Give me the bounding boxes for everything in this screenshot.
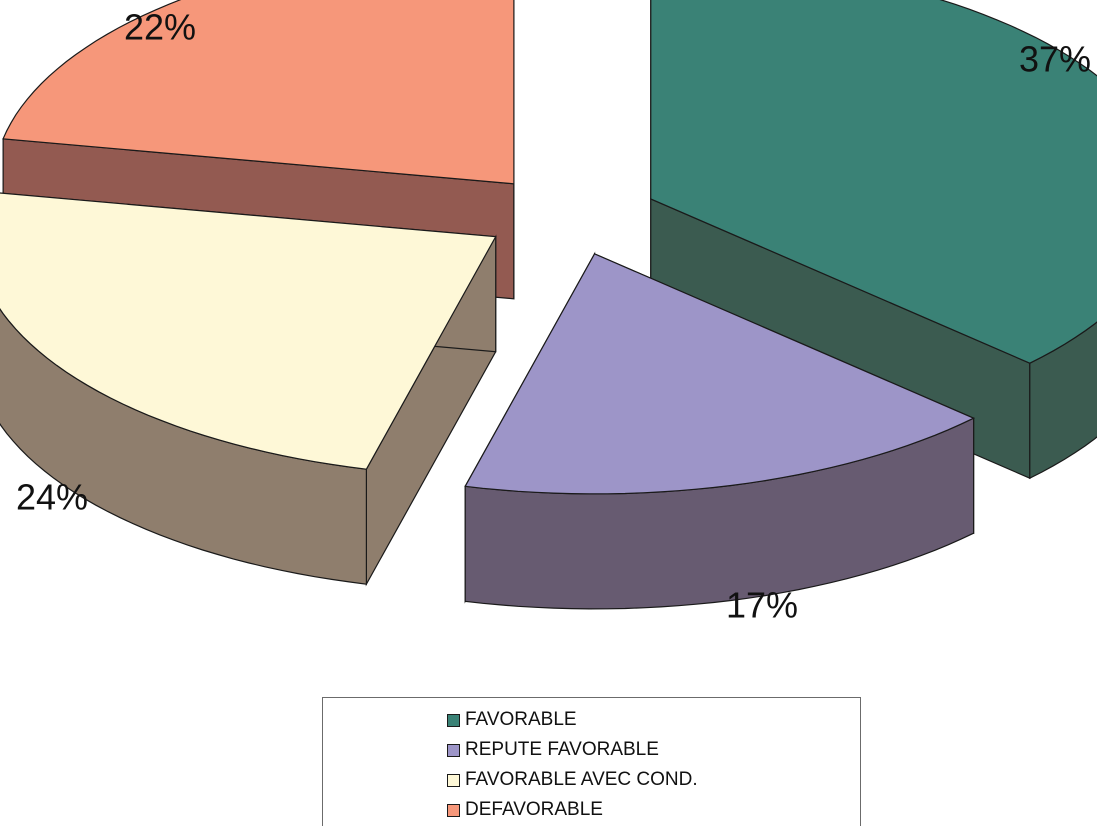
slice-percent-label: 24% xyxy=(16,477,88,518)
slice-percent-label: 37% xyxy=(1019,39,1091,80)
legend-entry-defavorable: DEFAVORABLE xyxy=(447,796,603,824)
legend-swatch xyxy=(447,743,460,757)
pie-slice-favorable xyxy=(650,0,1097,364)
slice-percent-label: 17% xyxy=(726,585,798,626)
pie-slice-repute-favorable xyxy=(464,253,976,495)
legend-entry-favorable: FAVORABLE xyxy=(447,706,577,734)
legend-swatch xyxy=(447,773,460,787)
legend-label: FAVORABLE AVEC COND. xyxy=(465,769,698,790)
chart-legend: FAVORABLE REPUTE FAVORABLE FAVORABLE AVE… xyxy=(322,697,861,826)
pie-slice-side-favorable xyxy=(1029,321,1097,480)
slice-percent-label: 22% xyxy=(124,7,196,48)
legend-entry-repute-favorable: REPUTE FAVORABLE xyxy=(447,736,659,764)
legend-label: DEFAVORABLE xyxy=(465,799,603,820)
legend-label: FAVORABLE xyxy=(465,709,577,730)
legend-label: REPUTE FAVORABLE xyxy=(465,739,659,760)
legend-swatch xyxy=(447,713,460,727)
pie-slice-defavorable xyxy=(2,0,515,185)
pie-slice-favorable-avec-cond xyxy=(0,192,497,470)
legend-swatch xyxy=(447,803,460,817)
legend-entry-favorable-avec-cond: FAVORABLE AVEC COND. xyxy=(447,766,698,794)
